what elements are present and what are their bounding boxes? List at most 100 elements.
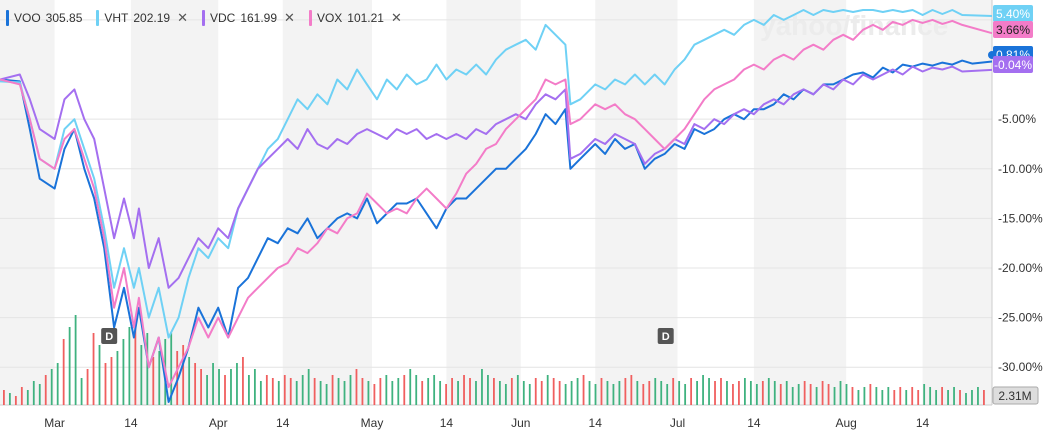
legend-item-voo[interactable]: VOO 305.85 xyxy=(6,10,82,26)
volume-bar xyxy=(457,381,459,405)
volume-bar xyxy=(361,378,364,405)
volume-bar xyxy=(636,381,639,405)
volume-bar xyxy=(726,381,728,405)
series-line-vdc xyxy=(0,65,993,289)
volume-bar xyxy=(941,387,943,405)
volume-bar xyxy=(815,387,818,405)
legend-swatch-vdc xyxy=(201,10,205,26)
volume-bar xyxy=(869,384,872,405)
end-tag-label: 3.66% xyxy=(996,23,1030,37)
x-tick-label: Mar xyxy=(44,416,65,430)
legend-swatch-vht xyxy=(96,10,100,26)
volume-bar xyxy=(122,339,125,405)
volume-bar xyxy=(265,375,268,405)
volume-bar xyxy=(26,390,29,405)
legend-item-vdc[interactable]: VDC 161.99 ✕ xyxy=(201,10,295,26)
volume-bar xyxy=(983,390,985,405)
volume-bar xyxy=(146,333,149,405)
volume-bar xyxy=(809,384,812,405)
volume-bar xyxy=(528,384,531,405)
volume-bar xyxy=(881,390,884,405)
volume-bar xyxy=(720,378,722,405)
x-tick-label: May xyxy=(361,416,384,430)
volume-bar xyxy=(935,390,938,405)
volume-bar xyxy=(600,378,603,405)
x-tick-label: Apr xyxy=(209,416,228,430)
volume-bar xyxy=(253,369,256,405)
x-tick-label: Jul xyxy=(670,416,685,430)
volume-bar xyxy=(397,378,400,405)
volume-bar xyxy=(977,387,979,405)
legend-item-vox[interactable]: VOX 101.21 ✕ xyxy=(308,10,402,26)
legend: VOO 305.85 VHT 202.19 ✕ VDC 161.99 ✕ VOX… xyxy=(6,10,402,26)
volume-bar xyxy=(104,363,107,405)
volume-bar xyxy=(821,381,824,405)
volume-bar xyxy=(373,384,376,405)
volume-bar xyxy=(660,381,663,405)
volume-bar xyxy=(74,315,77,405)
volume-bar xyxy=(552,378,555,405)
volume-bar xyxy=(953,387,955,405)
dividend-marker xyxy=(657,328,674,344)
volume-bar xyxy=(182,345,185,405)
volume-bar xyxy=(558,381,561,405)
volume-bar xyxy=(385,375,388,405)
volume-bar xyxy=(230,369,232,405)
volume-bar xyxy=(732,384,734,405)
x-tick-label: 14 xyxy=(440,416,454,430)
volume-bar xyxy=(218,369,220,405)
volume-bar xyxy=(504,384,507,405)
volume-bar xyxy=(672,378,675,405)
volume-bar xyxy=(98,345,101,405)
y-tick-label: -10.00% xyxy=(998,162,1043,176)
volume-bar xyxy=(289,378,292,405)
volume-bar xyxy=(337,378,340,405)
volume-bar xyxy=(20,387,23,405)
dividend-marker xyxy=(101,328,118,344)
volume-bar xyxy=(642,384,645,405)
volume-bar xyxy=(433,375,436,405)
volume-bar xyxy=(487,375,489,405)
volume-bar xyxy=(863,387,866,405)
legend-symbol: VDC xyxy=(209,11,236,25)
volume-bar xyxy=(833,387,836,405)
volume-bar xyxy=(421,381,424,405)
volume-bar xyxy=(236,363,238,405)
volume-bar xyxy=(319,381,322,405)
volume-bar xyxy=(116,351,119,405)
close-icon[interactable]: ✕ xyxy=(390,10,402,25)
volume-bar xyxy=(8,393,11,405)
close-icon[interactable]: ✕ xyxy=(284,10,295,25)
x-tick-label: Jun xyxy=(511,416,530,430)
volume-bar xyxy=(56,363,59,405)
volume-bar xyxy=(773,381,776,405)
legend-item-vht[interactable]: VHT 202.19 ✕ xyxy=(96,10,188,26)
volume-bar xyxy=(349,375,352,405)
volume-bar xyxy=(259,381,262,405)
volume-bar xyxy=(307,369,310,405)
volume-bar xyxy=(3,390,5,405)
volume-bar xyxy=(779,384,782,405)
volume-bar xyxy=(845,384,848,405)
volume-bar xyxy=(32,381,35,405)
background-band xyxy=(0,0,55,405)
volume-bar xyxy=(546,375,549,405)
volume-bar xyxy=(905,390,908,405)
volume-bar xyxy=(212,363,214,405)
volume-bar xyxy=(857,390,860,405)
volume-bar xyxy=(343,381,346,405)
close-icon[interactable]: ✕ xyxy=(177,10,188,25)
volume-bar xyxy=(516,375,519,405)
y-tick-label: -20.00% xyxy=(998,261,1043,275)
volume-bar xyxy=(170,333,173,405)
volume-bar xyxy=(791,387,794,405)
volume-bar xyxy=(630,375,633,405)
end-tag-vox xyxy=(993,21,1033,38)
volume-bar xyxy=(696,381,698,405)
volume-bar xyxy=(331,375,334,405)
volume-tag-label: 2.31M xyxy=(998,389,1031,403)
volume-bar xyxy=(224,375,226,405)
volume-bar xyxy=(851,387,854,405)
